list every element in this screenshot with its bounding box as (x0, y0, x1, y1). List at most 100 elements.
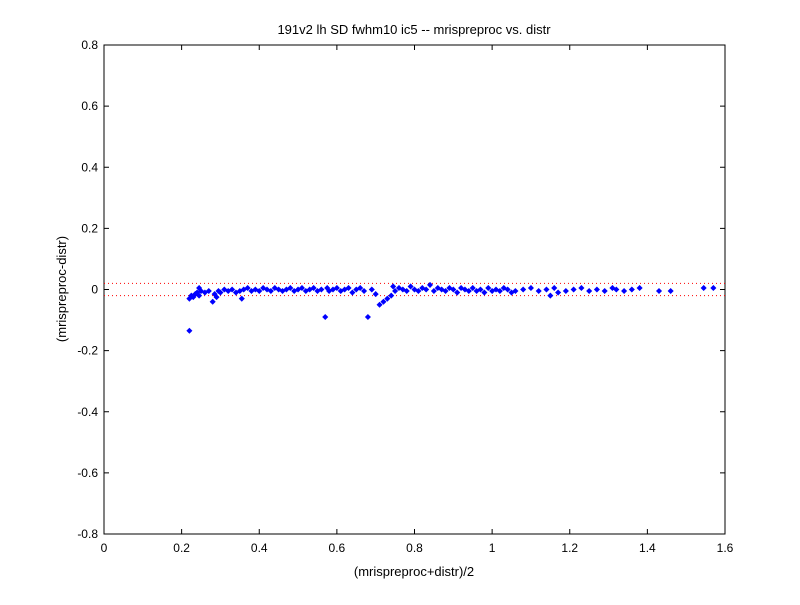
data-point (267, 288, 274, 295)
x-tick-label: 0.8 (406, 541, 423, 555)
data-point (551, 284, 558, 291)
data-point (345, 284, 352, 291)
x-axis-label: (mrispreproc+distr)/2 (354, 564, 474, 579)
data-point (423, 286, 430, 293)
data-point (349, 289, 356, 296)
y-tick-label: 0.4 (81, 160, 98, 174)
data-point (361, 288, 368, 295)
x-tick-label: 1.2 (561, 541, 578, 555)
y-tick-label: -0.8 (77, 527, 98, 541)
data-point (621, 288, 628, 295)
data-point (238, 295, 245, 302)
x-tick-label: 1.6 (717, 541, 734, 555)
data-point (395, 284, 402, 291)
x-tick-label: 1 (489, 541, 496, 555)
data-point (613, 286, 620, 293)
data-point (376, 301, 383, 308)
x-axis: 0 0.2 0.4 0.6 0.8 1 1.2 1.4 1.6 (101, 45, 734, 555)
data-point (520, 286, 527, 293)
data-point (527, 284, 534, 291)
y-tick-label: -0.2 (77, 344, 98, 358)
data-point (458, 284, 465, 291)
data-point (543, 286, 550, 293)
data-point (562, 288, 569, 295)
data-point (438, 286, 445, 293)
data-point (655, 288, 663, 295)
data-point (700, 284, 707, 291)
data-point (256, 288, 263, 295)
data-point (403, 288, 410, 295)
data-point (388, 292, 395, 299)
data-point (586, 288, 593, 295)
data-point (450, 286, 457, 293)
x-tick-label: 0.2 (173, 541, 190, 555)
data-point (298, 284, 305, 291)
x-tick-label: 0 (101, 541, 108, 555)
data-point (442, 288, 449, 295)
data-point (555, 289, 562, 296)
data-point (601, 288, 608, 295)
data-point (333, 284, 340, 291)
y-axis-label: (mrispreproc-distr) (54, 236, 69, 342)
data-point (500, 284, 507, 291)
data-point (318, 286, 325, 293)
data-point (252, 286, 259, 293)
data-point (209, 298, 216, 305)
data-point (322, 313, 329, 321)
x-tick-label: 0.4 (251, 541, 268, 555)
y-tick-label: -0.6 (77, 466, 98, 480)
y-tick-label: 0 (91, 283, 98, 297)
data-point (380, 298, 387, 305)
data-point (628, 286, 635, 293)
y-tick-label: 0.6 (81, 99, 98, 113)
data-point (310, 284, 317, 291)
data-point (547, 292, 554, 299)
data-point (427, 281, 434, 288)
data-point (221, 286, 228, 293)
data-point (271, 284, 278, 291)
data-point (357, 284, 364, 291)
data-point (244, 284, 251, 291)
data-point (196, 292, 203, 299)
data-point (390, 283, 397, 290)
data-point (609, 284, 616, 291)
data-point (496, 288, 503, 295)
data-point (407, 283, 414, 290)
data-point (229, 286, 236, 293)
chart-title: 191v2 lh SD fwhm10 ic5 -- mrispreproc vs… (277, 22, 551, 37)
data-point (372, 291, 379, 298)
data-point (477, 286, 484, 293)
y-axis: -0.8 -0.6 -0.4 -0.2 0 0.2 0.4 0.6 0.8 (77, 38, 725, 541)
data-point (434, 284, 441, 291)
data-point (570, 286, 577, 293)
data-point (593, 286, 600, 293)
data-point (465, 288, 472, 295)
data-point (205, 288, 212, 295)
data-point (481, 289, 488, 296)
data-point (415, 288, 422, 295)
data-point (364, 313, 371, 321)
y-tick-label: 0.2 (81, 221, 98, 235)
data-point (469, 284, 476, 291)
scatter-points (186, 281, 717, 334)
y-tick-label: -0.4 (77, 405, 98, 419)
x-tick-label: 1.4 (639, 541, 656, 555)
data-point (578, 284, 585, 291)
data-point (535, 288, 542, 295)
data-point (454, 289, 461, 296)
data-point (667, 288, 674, 295)
data-point (512, 288, 519, 295)
data-point (485, 284, 492, 291)
data-point (504, 286, 511, 293)
data-point (217, 289, 224, 296)
data-point (710, 284, 717, 291)
data-point (287, 284, 294, 291)
y-tick-label: 0.8 (81, 38, 98, 52)
data-point (368, 286, 375, 293)
data-point (213, 294, 220, 301)
data-point (186, 327, 193, 334)
data-point (636, 284, 643, 291)
x-tick-label: 0.6 (329, 541, 346, 555)
data-point (384, 295, 391, 302)
